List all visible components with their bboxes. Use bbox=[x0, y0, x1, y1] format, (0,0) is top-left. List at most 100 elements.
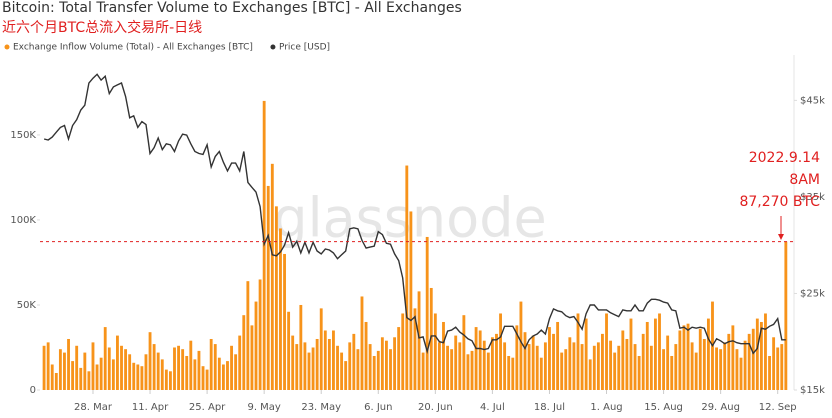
x-tick-label: 15. Aug bbox=[644, 402, 683, 413]
bar bbox=[417, 291, 421, 390]
bar bbox=[254, 301, 258, 390]
bar bbox=[230, 345, 233, 390]
bar bbox=[368, 344, 372, 390]
bar bbox=[140, 366, 144, 390]
annotation-arrowhead bbox=[778, 234, 784, 240]
bar bbox=[576, 313, 580, 390]
x-tick-label: 4. Jul bbox=[480, 402, 505, 413]
bar bbox=[385, 340, 388, 390]
bar bbox=[393, 337, 397, 390]
bar bbox=[442, 321, 445, 390]
bar bbox=[450, 349, 454, 390]
bar bbox=[120, 345, 123, 390]
bar bbox=[548, 327, 551, 390]
bar bbox=[719, 349, 723, 390]
bar bbox=[75, 345, 79, 390]
chart-subtitle: 近六个月BTC总流入交易所-日线 bbox=[2, 19, 202, 36]
bar bbox=[189, 340, 193, 390]
bar bbox=[299, 304, 303, 390]
bar bbox=[152, 344, 156, 390]
bar bbox=[560, 352, 564, 390]
bar bbox=[755, 318, 759, 390]
bar bbox=[413, 308, 417, 390]
bar bbox=[645, 321, 649, 390]
bar bbox=[572, 342, 576, 390]
bar bbox=[584, 318, 588, 390]
bar bbox=[311, 347, 315, 390]
bar bbox=[556, 321, 560, 390]
bar bbox=[588, 359, 592, 390]
bar bbox=[246, 281, 250, 390]
legend-label: Exchange Inflow Volume (Total) - All Exc… bbox=[13, 43, 253, 53]
bar bbox=[515, 325, 519, 390]
annotation-text: 87,270 BTC bbox=[739, 194, 820, 210]
bar bbox=[759, 321, 763, 390]
bar bbox=[658, 313, 661, 390]
bar bbox=[315, 338, 319, 390]
bar bbox=[776, 347, 780, 390]
bar bbox=[242, 315, 246, 390]
bar bbox=[164, 369, 168, 390]
bar bbox=[181, 349, 185, 390]
bar bbox=[523, 332, 527, 390]
bar bbox=[160, 359, 164, 390]
bar bbox=[71, 361, 75, 390]
bar bbox=[735, 349, 739, 390]
bar bbox=[580, 344, 584, 390]
bar bbox=[177, 345, 180, 390]
bar bbox=[678, 330, 682, 390]
x-tick-label: 18. Jul bbox=[534, 402, 565, 413]
bar bbox=[116, 335, 119, 390]
x-tick-label: 11. Apr bbox=[132, 402, 169, 413]
bar bbox=[405, 165, 409, 390]
bar bbox=[168, 371, 172, 390]
annotation-text: 8AM bbox=[789, 172, 820, 188]
x-tick-label: 20. Jun bbox=[418, 402, 453, 413]
bar bbox=[739, 357, 743, 390]
bar bbox=[780, 344, 784, 390]
bar bbox=[482, 340, 486, 390]
bar bbox=[511, 357, 515, 390]
legend-label: Price [USD] bbox=[279, 43, 330, 53]
bar bbox=[258, 279, 262, 390]
bar bbox=[446, 345, 449, 390]
y-tick-label: 150K bbox=[10, 130, 36, 141]
bar bbox=[519, 301, 523, 390]
bar bbox=[364, 321, 368, 390]
bar bbox=[474, 327, 478, 390]
bar bbox=[649, 345, 653, 390]
bar bbox=[250, 325, 254, 390]
bar bbox=[662, 349, 666, 390]
x-tick-label: 29. Aug bbox=[701, 402, 740, 413]
bar bbox=[613, 352, 617, 390]
bar bbox=[702, 338, 706, 390]
legend-marker bbox=[270, 44, 276, 50]
bar bbox=[111, 359, 115, 390]
bar bbox=[727, 333, 731, 390]
bar bbox=[356, 349, 360, 390]
bar bbox=[654, 318, 657, 390]
bar bbox=[54, 372, 58, 390]
bar bbox=[401, 313, 405, 390]
bar bbox=[784, 241, 788, 390]
bar bbox=[107, 347, 111, 390]
bar bbox=[596, 342, 600, 390]
bar bbox=[340, 352, 344, 390]
bar bbox=[270, 163, 274, 390]
bar bbox=[698, 328, 702, 390]
price-line bbox=[43, 73, 786, 355]
bar bbox=[715, 347, 718, 390]
bar bbox=[535, 345, 539, 390]
bar bbox=[319, 308, 323, 390]
bar bbox=[360, 296, 364, 390]
bar bbox=[336, 345, 339, 390]
bar bbox=[136, 364, 140, 390]
bar bbox=[332, 330, 335, 390]
bar bbox=[495, 333, 498, 390]
x-tick-label: 12. Sep bbox=[759, 402, 797, 413]
x-tick-label: 25. Apr bbox=[189, 402, 226, 413]
bar bbox=[568, 337, 572, 390]
bar bbox=[751, 328, 755, 390]
y2-tick-label: $45k bbox=[800, 95, 825, 106]
